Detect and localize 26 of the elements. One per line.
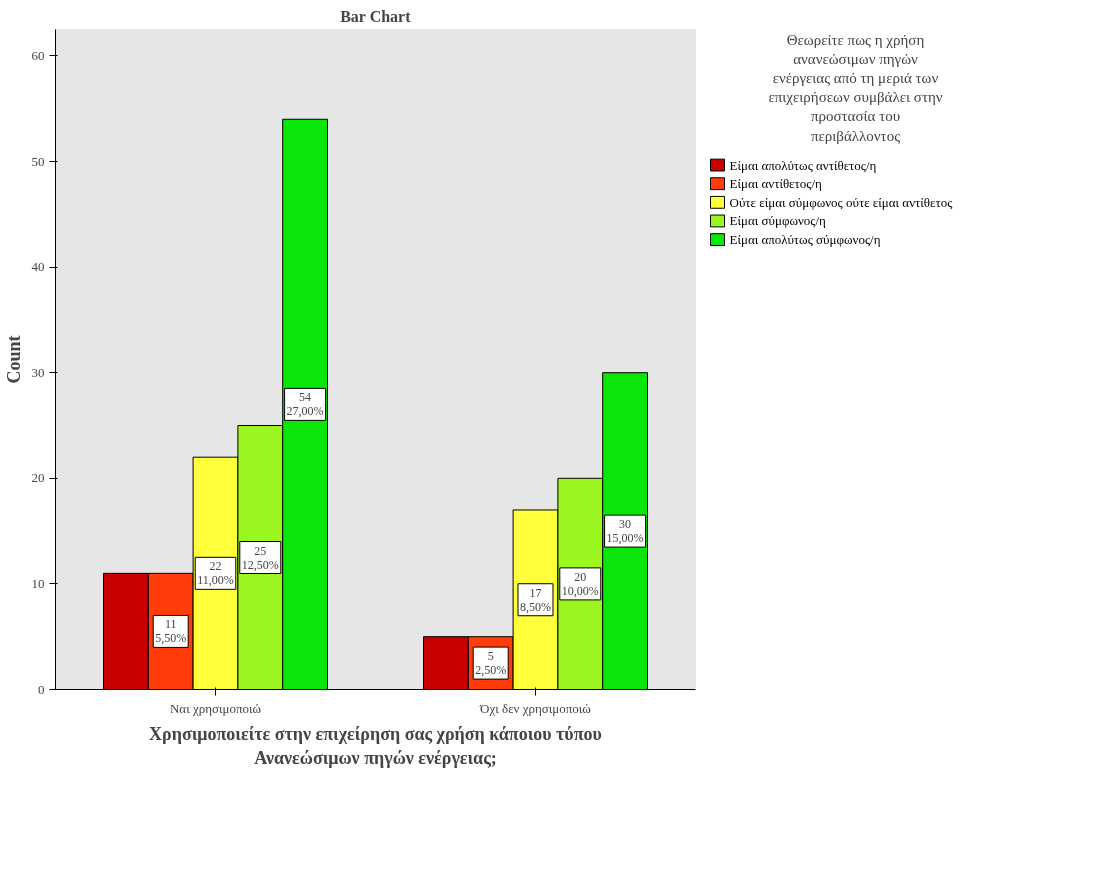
y-axis-title: Count [3,335,24,384]
chart-title: Bar Chart [340,7,412,25]
y-tick-label: 40 [31,259,45,275]
data-label: 30 15,00% [606,517,644,546]
legend-label: Είμαι αντίθετος/η [729,176,823,192]
data-label: 11 5,50% [155,617,187,646]
y-tick-label: 50 [31,153,45,169]
data-label: 22 11,00% [197,559,234,588]
legend-label: Είμαι σύμφωνος/η [729,213,827,229]
data-label: 17 8,50% [520,585,551,614]
data-label: 25 12,50% [241,543,279,572]
x-tick-label: Όχι δεν χρησιμοποιώ [479,700,592,716]
x-tick-label: Ναι χρησιμοποιώ [169,700,262,716]
y-tick-label: 0 [38,681,45,697]
y-tick-label: 10 [31,575,45,591]
y-tick-label: 20 [31,470,45,486]
data-label: 20 10,00% [561,569,599,598]
legend-title: Θεωρείτε πως η χρήση ανανεώσιμων πηγών ενέργειας από τη μεριά των επιχειρήσεων συμβάλει στην προστασία του περιβάλλοντος [768,31,943,144]
legend-label: Ούτε είμαι σύμφωνος ούτε είμαι αντίθετος [729,194,954,210]
data-label: 54 27,00% [286,390,324,419]
x-axis-title: Χρησιμοποιείτε στην επιχείρηση σας χρήση κάποιου τύπου Ανανεώσιμων πηγών ενέργειας; [149,723,602,768]
data-label: 5 2,50% [475,649,507,678]
y-tick-label: 60 [31,47,45,63]
y-tick-label: 30 [31,364,45,380]
legend-label: Είμαι απολύτως αντίθετος/η [729,157,877,173]
legend-label: Είμαι απολύτως σύμφωνος/η [729,232,881,248]
